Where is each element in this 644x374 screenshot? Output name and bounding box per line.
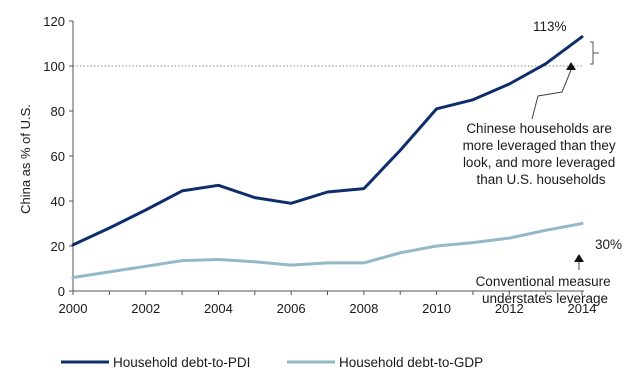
annotation-bottom-line-1: Conventional measure	[476, 274, 611, 289]
x-tick-label: 2002	[131, 301, 160, 316]
end-label-debt-to-gdp: 30%	[595, 237, 622, 252]
annotation-bottom: Conventional measure understates leverag…	[476, 274, 615, 306]
x-tick-label: 2006	[277, 301, 306, 316]
y-tick-label: 120	[43, 14, 65, 29]
x-tick-label: 2012	[495, 301, 524, 316]
y-tick-label: 100	[43, 59, 65, 74]
x-tick-label: 2010	[422, 301, 451, 316]
annotation-bottom-line-2: understates leverage	[482, 291, 608, 306]
y-axis-label: China as % of U.S.	[18, 104, 33, 214]
y-tick-label: 20	[51, 239, 65, 254]
legend-label-debt-to-pdi: Household debt-to-PDI	[113, 355, 250, 370]
series-group	[71, 35, 584, 279]
axes: 0 20 40 60 80 100 120 2000 2002 2004 2006 2008 2010 2…	[43, 14, 596, 316]
leverage-bracket	[590, 41, 599, 65]
series-line-debt-to-gdp	[71, 222, 584, 279]
y-tick-label: 0	[58, 284, 65, 299]
legend-label-debt-to-gdp: Household debt-to-GDP	[339, 355, 483, 370]
series-line-debt-to-pdi	[71, 35, 584, 247]
annotation-top: Chinese households are more leveraged th…	[463, 121, 620, 187]
y-tick-label: 80	[51, 104, 65, 119]
annotation-top-line-1: Chinese households are	[466, 121, 612, 136]
annotation-top-line-3: look, and more leveraged	[463, 155, 615, 170]
y-tick-label: 60	[51, 149, 65, 164]
annotation-arrow-bottom	[574, 254, 584, 270]
x-tick-label: 2008	[349, 301, 378, 316]
x-tick-label: 2004	[204, 301, 233, 316]
x-tick-label: 2014	[568, 301, 597, 316]
y-tick-label: 40	[51, 194, 65, 209]
annotation-top-line-2: more leveraged than they	[463, 138, 616, 153]
annotation-arrow-top	[531, 62, 576, 120]
annotation-top-line-4: than U.S. households	[476, 172, 605, 187]
end-label-debt-to-pdi: 113%	[533, 19, 567, 34]
legend: Household debt-to-PDI Household debt-to-…	[61, 355, 483, 370]
x-tick-label: 2000	[59, 301, 88, 316]
